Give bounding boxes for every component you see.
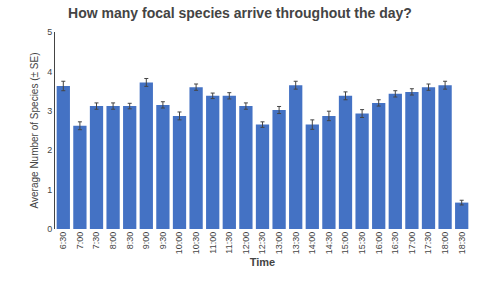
svg-text:9:00: 9:00 (141, 232, 151, 250)
svg-text:How many focal species arrive: How many focal species arrive throughout… (68, 5, 412, 21)
svg-text:17:00: 17:00 (407, 232, 417, 255)
svg-text:15:30: 15:30 (357, 232, 367, 255)
svg-text:14:30: 14:30 (324, 232, 334, 255)
svg-text:10:00: 10:00 (174, 232, 184, 255)
svg-text:Time: Time (250, 256, 275, 268)
svg-text:1: 1 (47, 185, 52, 195)
svg-text:5: 5 (47, 27, 52, 37)
svg-text:11:30: 11:30 (224, 232, 234, 254)
svg-text:18:00: 18:00 (440, 232, 450, 255)
svg-text:3: 3 (47, 106, 52, 116)
svg-text:7:00: 7:00 (75, 232, 85, 250)
svg-text:16:00: 16:00 (374, 232, 384, 255)
svg-text:14:00: 14:00 (307, 232, 317, 255)
svg-text:4: 4 (47, 67, 52, 77)
svg-text:18:30: 18:30 (457, 232, 467, 255)
svg-text:10:30: 10:30 (191, 232, 201, 255)
svg-text:8:00: 8:00 (108, 232, 118, 250)
svg-text:9:30: 9:30 (158, 232, 168, 250)
svg-text:0: 0 (47, 224, 52, 234)
svg-text:17:30: 17:30 (423, 232, 433, 255)
svg-text:16:30: 16:30 (390, 232, 400, 255)
svg-text:Average Number of Species (± S: Average Number of Species (± SE) (29, 53, 40, 209)
svg-text:8:30: 8:30 (125, 232, 135, 250)
svg-text:15:00: 15:00 (340, 232, 350, 255)
svg-text:11:00: 11:00 (208, 232, 218, 254)
svg-text:7:30: 7:30 (91, 232, 101, 250)
svg-text:13:30: 13:30 (291, 232, 301, 255)
svg-text:2: 2 (47, 145, 52, 155)
svg-text:13:00: 13:00 (274, 232, 284, 255)
svg-text:12:30: 12:30 (257, 232, 267, 255)
svg-text:6:30: 6:30 (58, 232, 68, 250)
svg-text:12:00: 12:00 (241, 232, 251, 255)
